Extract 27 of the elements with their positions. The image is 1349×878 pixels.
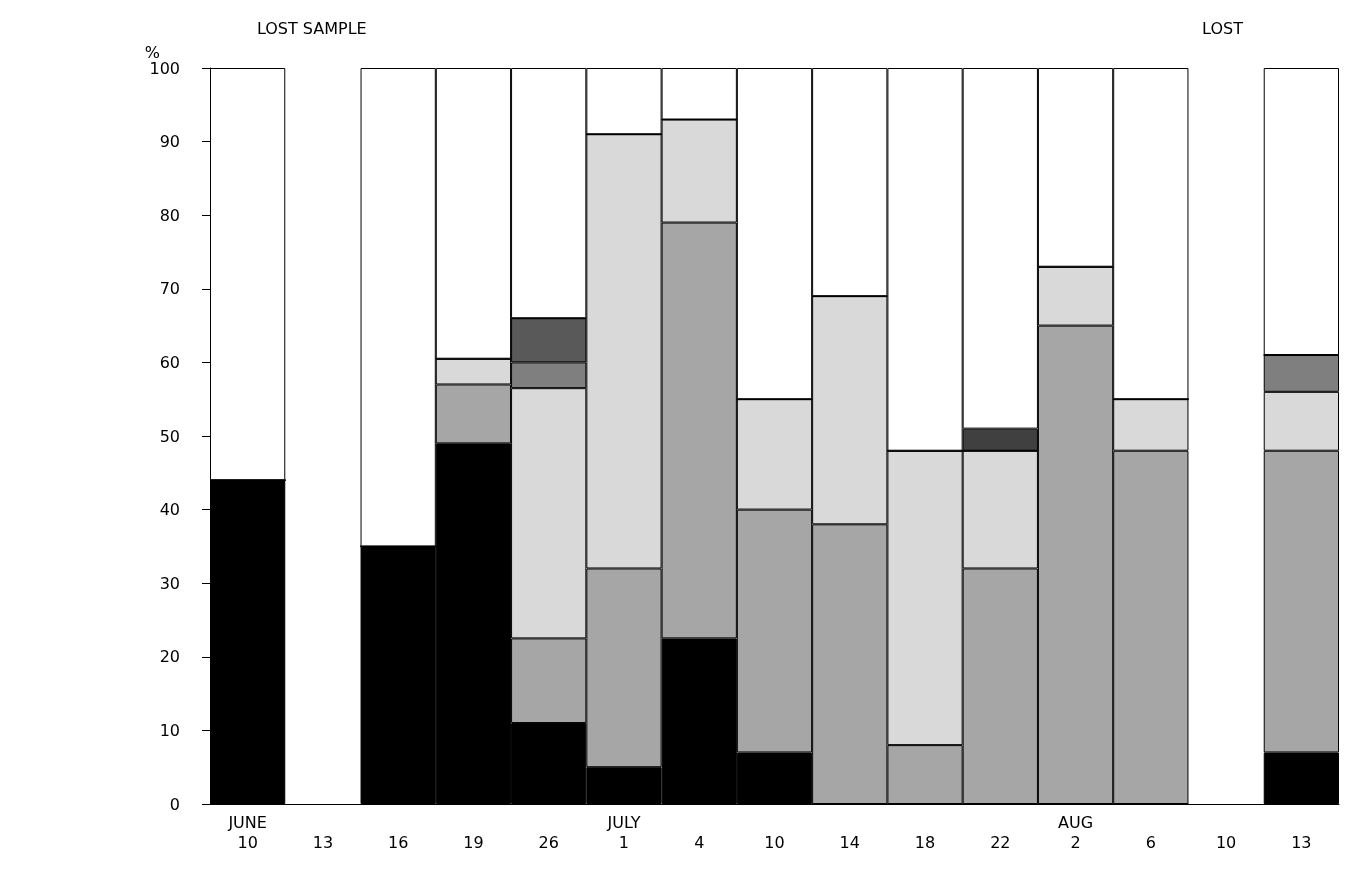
y-tick-label: 40 <box>159 500 180 520</box>
x-tick-label: 13 <box>312 832 334 852</box>
y-tick-label: 20 <box>159 647 180 667</box>
x-tick-label: JULY 1 <box>606 812 641 852</box>
text: LOST SAMPLE <box>256 18 367 38</box>
x-tick-label: 16 <box>387 832 409 852</box>
y-tick-label: 70 <box>159 279 180 299</box>
x-tick-label: 18 <box>914 832 936 852</box>
x-tick-label: 19 <box>463 832 484 852</box>
x-tick-label: AUG 2 <box>1058 812 1094 852</box>
x-tick-label: 6 <box>1145 832 1156 852</box>
y-tick-label: 50 <box>159 426 180 446</box>
x-tick-label: 4 <box>694 832 705 852</box>
x-tick-label: 13 <box>1291 832 1312 852</box>
y-tick-label: 30 <box>159 573 180 593</box>
y-tick-label: 80 <box>159 205 180 225</box>
y-tick-label: 90 <box>159 132 180 152</box>
text: LOST <box>1202 18 1244 38</box>
y-tick-label: 0 <box>169 794 180 814</box>
x-tick-label: JUNE 10 <box>227 812 267 852</box>
y-tick-label: 10 <box>159 720 180 740</box>
x-tick-label: 10 <box>764 832 785 852</box>
x-tick-label: 26 <box>538 832 559 852</box>
x-tick-label: 10 <box>1215 832 1237 852</box>
x-tick-label: 22 <box>990 832 1011 852</box>
y-tick-label: 60 <box>159 352 180 372</box>
x-tick-label: 14 <box>839 832 860 852</box>
